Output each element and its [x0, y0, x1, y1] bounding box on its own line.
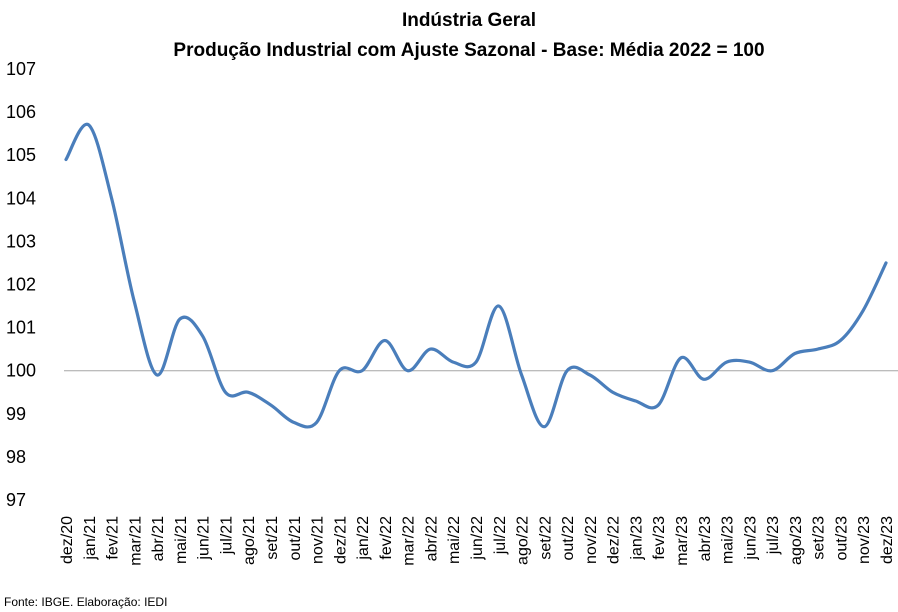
x-tick-label: ago/21 [241, 516, 258, 565]
x-tick-label: mai/23 [720, 516, 737, 564]
x-tick-label: dez/20 [59, 516, 76, 564]
y-tick-label: 99 [6, 404, 26, 424]
x-tick-label: nov/23 [856, 516, 873, 564]
y-tick-label: 105 [6, 145, 36, 165]
y-tick-label: 107 [6, 59, 36, 79]
series-line [64, 122, 888, 429]
x-axis-ticks: dez/20 jan/21 fev/21 mar/21 abr/21 mai/21 jun/… [59, 516, 896, 566]
x-tick-label: mai/21 [173, 516, 190, 564]
y-tick-label: 104 [6, 188, 36, 208]
x-tick-label: jan/23 [628, 516, 645, 561]
x-tick-label: jun/23 [742, 516, 759, 561]
y-tick-label: 103 [6, 231, 36, 251]
source-note: Fonte: IBGE. Elaboração: IEDI [4, 595, 167, 609]
y-tick-label: 102 [6, 275, 36, 295]
x-tick-label: jul/21 [218, 516, 235, 555]
y-axis-ticks: 97 98 99 100 101 102 103 104 105 106 107 [6, 59, 36, 510]
x-tick-label: dez/23 [879, 516, 896, 564]
x-tick-label: set/22 [537, 516, 554, 560]
x-tick-label: abr/22 [423, 516, 440, 561]
x-tick-label: abr/21 [150, 516, 167, 561]
y-tick-label: 97 [6, 490, 26, 510]
y-tick-label: 98 [6, 447, 26, 467]
x-tick-label: mar/22 [401, 516, 418, 566]
chart-subtitle: Produção Industrial com Ajuste Sazonal -… [173, 40, 764, 61]
x-tick-label: fev/21 [105, 516, 122, 560]
x-tick-label: out/22 [560, 516, 577, 561]
x-tick-label: mai/22 [446, 516, 463, 564]
x-tick-label: jan/22 [355, 516, 372, 561]
x-tick-label: mar/21 [127, 516, 144, 566]
x-tick-label: jun/21 [196, 516, 213, 561]
x-tick-label: set/21 [264, 516, 281, 560]
x-tick-label: ago/22 [515, 516, 532, 565]
chart-title: Indústria Geral [402, 10, 536, 31]
x-tick-label: dez/21 [332, 516, 349, 564]
x-tick-label: jul/23 [765, 516, 782, 555]
x-tick-label: nov/21 [310, 516, 327, 564]
x-tick-label: ago/23 [788, 516, 805, 565]
y-tick-label: 101 [6, 318, 36, 338]
y-tick-label: 100 [6, 361, 36, 381]
x-tick-label: fev/23 [651, 516, 668, 560]
x-tick-label: mar/23 [674, 516, 691, 566]
x-tick-label: set/23 [811, 516, 828, 560]
x-tick-label: dez/22 [606, 516, 623, 564]
x-tick-label: out/21 [287, 516, 304, 561]
y-tick-label: 106 [6, 102, 36, 122]
x-tick-label: out/23 [833, 516, 850, 561]
x-tick-label: fev/22 [378, 516, 395, 560]
x-tick-label: nov/22 [583, 516, 600, 564]
x-tick-label: jul/22 [492, 516, 509, 555]
x-tick-label: jan/21 [82, 516, 99, 561]
x-tick-label: abr/23 [697, 516, 714, 561]
x-tick-label: jun/22 [469, 516, 486, 561]
